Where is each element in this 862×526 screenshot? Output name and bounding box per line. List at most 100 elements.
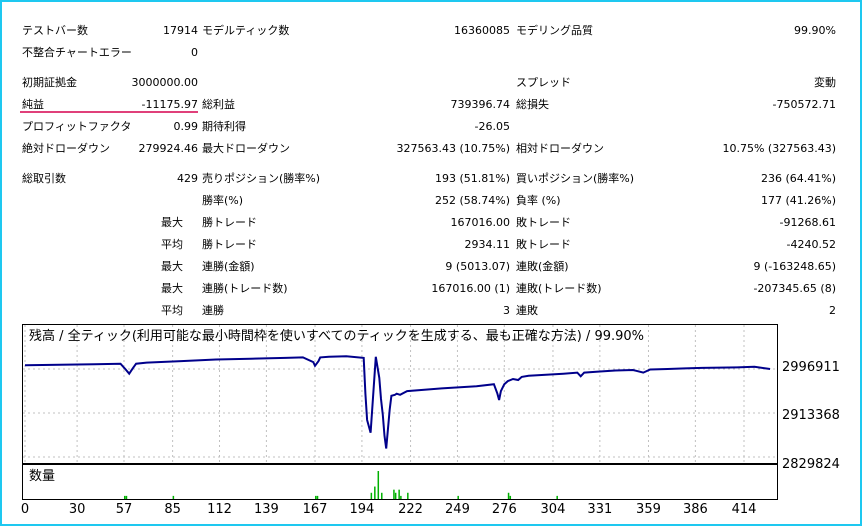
stat-label: 買いポジション(勝率%) bbox=[516, 172, 635, 185]
chart-title: 残高 / 全ティック(利用可能な最小時間枠を使いすべてのティックを生成する、最も… bbox=[29, 329, 645, 344]
balance-line bbox=[24, 355, 771, 449]
x-tick-label: 331 bbox=[587, 502, 613, 517]
stat-value: 変動 bbox=[814, 76, 836, 89]
balance-chart-svg bbox=[23, 325, 777, 463]
stat-value: 0.99 bbox=[173, 120, 199, 133]
x-tick-label: 85 bbox=[164, 502, 181, 517]
stat-value: 739396.74 bbox=[450, 98, 511, 111]
stat-label: 売りポジション(勝率%) bbox=[202, 172, 321, 185]
stat-label: モデリング品質 bbox=[516, 24, 593, 37]
stat-label: 連敗 bbox=[516, 304, 538, 317]
stat-label: 勝率(%) bbox=[202, 194, 244, 207]
stat-label: 総損失 bbox=[516, 98, 549, 111]
stat-value: 16360085 bbox=[454, 24, 510, 37]
stat-label: 連勝(トレード数) bbox=[202, 282, 288, 295]
stat-value: 2 bbox=[829, 304, 836, 317]
stat-label: 敗トレード bbox=[516, 216, 571, 229]
volume-bar bbox=[374, 486, 376, 499]
stat-value: 429 bbox=[177, 172, 198, 185]
volume-bar bbox=[316, 495, 319, 499]
stat-value: 167016.00 (1) bbox=[431, 282, 510, 295]
stats-row: 不整合チャートエラー 0 bbox=[2, 42, 860, 64]
stat-label: 絶対ドローダウン bbox=[22, 142, 110, 155]
volume-bar bbox=[394, 492, 397, 499]
x-tick-label: 139 bbox=[253, 502, 279, 517]
volume-bar bbox=[370, 492, 373, 499]
stat-label: 勝トレード bbox=[202, 238, 257, 251]
volume-bar bbox=[377, 471, 380, 499]
x-tick-label: 30 bbox=[68, 502, 86, 517]
stat-label: 連敗(金額) bbox=[516, 260, 569, 273]
stat-label: 総取引数 bbox=[22, 172, 66, 185]
stat-value: 327563.43 (10.75%) bbox=[396, 142, 510, 155]
stat-label: スプレッド bbox=[516, 76, 571, 89]
stat-value: 167016.00 bbox=[450, 216, 511, 229]
stat-qualifier: 平均 bbox=[161, 238, 183, 251]
stats-row: 勝率(%) 252 (58.74%) 負率 (%) 177 (41.26%) bbox=[2, 190, 860, 212]
stat-value: 0 bbox=[191, 46, 198, 59]
x-tick-label: 276 bbox=[491, 502, 517, 517]
volume-bar bbox=[398, 489, 400, 499]
volume-chart-svg bbox=[123, 471, 558, 499]
stat-value: -750572.71 bbox=[772, 98, 836, 111]
stat-label: 不整合チャートエラー bbox=[22, 46, 132, 59]
volume-bar bbox=[172, 495, 175, 499]
volume-chart: 数量 bbox=[22, 464, 778, 500]
volume-bar bbox=[125, 495, 128, 499]
volume-bar bbox=[407, 492, 409, 499]
stat-label: 敗トレード bbox=[516, 238, 571, 251]
x-tick-label: 112 bbox=[207, 502, 232, 517]
stat-value: -11175.97 bbox=[141, 98, 198, 111]
x-tick-label: 249 bbox=[445, 502, 470, 517]
x-tick-label: 359 bbox=[636, 502, 661, 517]
stats-row: 平均 連勝 3 連敗 2 bbox=[2, 300, 860, 322]
stat-value: 17914 bbox=[163, 24, 198, 37]
stat-label: 最大ドローダウン bbox=[202, 142, 290, 155]
stat-value: 3 bbox=[503, 304, 510, 317]
balance-chart: 残高 / 全ティック(利用可能な最小時間枠を使いすべてのティックを生成する、最も… bbox=[22, 324, 778, 464]
y-tick-label: 2913368 bbox=[782, 408, 840, 423]
y-tick-label: 2996911 bbox=[782, 360, 840, 375]
stat-value: 252 (58.74%) bbox=[434, 194, 510, 207]
volume-title: 数量 bbox=[29, 469, 56, 484]
x-tick-label: 194 bbox=[349, 502, 375, 517]
stat-value: -91268.61 bbox=[779, 216, 836, 229]
stat-label: 連勝 bbox=[202, 304, 224, 317]
stat-value: -26.05 bbox=[474, 120, 510, 133]
stat-value: 10.75% (327563.43) bbox=[722, 142, 836, 155]
stat-value: 99.90% bbox=[794, 24, 836, 37]
stats-row: 平均 勝トレード 2934.11 敗トレード -4240.52 bbox=[2, 234, 860, 256]
volume-bar bbox=[507, 492, 510, 499]
volume-bar bbox=[556, 495, 558, 499]
x-tick-label: 0 bbox=[20, 502, 30, 517]
y-tick-label: 2829824 bbox=[782, 457, 840, 472]
volume-bar bbox=[400, 495, 402, 499]
stat-qualifier: 最大 bbox=[161, 216, 183, 229]
stat-label: 初期証拠金 bbox=[22, 76, 77, 89]
net-profit-underline bbox=[20, 111, 198, 113]
stat-value: 9 (-163248.65) bbox=[753, 260, 836, 273]
stat-qualifier: 最大 bbox=[161, 282, 183, 295]
stat-label: モデルティック数 bbox=[202, 24, 290, 37]
stat-qualifier: 平均 bbox=[161, 304, 183, 317]
stats-row: 最大 勝トレード 167016.00 敗トレード -91268.61 bbox=[2, 212, 860, 234]
stat-label: 連敗(トレード数) bbox=[516, 282, 602, 295]
stats-row: 最大 連勝(トレード数) 167016.00 (1) 連敗(トレード数) -207345… bbox=[2, 278, 860, 300]
volume-bar bbox=[393, 489, 395, 499]
stats-row: 最大 連勝(金額) 9 (5013.07) 連敗(金額) 9 (-163248.65) bbox=[2, 256, 860, 278]
stat-label: 総利益 bbox=[202, 98, 235, 111]
stat-value: 9 (5013.07) bbox=[445, 260, 510, 273]
stat-value: 279924.46 bbox=[138, 142, 199, 155]
stats-row: 総取引数 429 売りポジション(勝率%) 193 (51.81%) 買いポジション(勝… bbox=[2, 168, 860, 190]
stat-value: -207345.65 (8) bbox=[753, 282, 836, 295]
stats-row: 初期証拠金 3000000.00 スプレッド 変動 bbox=[2, 72, 860, 94]
stat-value: 236 (64.41%) bbox=[760, 172, 836, 185]
volume-bar bbox=[315, 495, 317, 499]
stat-value: 3000000.00 bbox=[131, 76, 198, 89]
x-tick-label: 222 bbox=[398, 502, 423, 517]
stat-value: 193 (51.81%) bbox=[434, 172, 510, 185]
stat-label: 負率 (%) bbox=[516, 194, 561, 207]
stat-label: 純益 bbox=[22, 98, 44, 111]
volume-bar bbox=[381, 492, 383, 499]
